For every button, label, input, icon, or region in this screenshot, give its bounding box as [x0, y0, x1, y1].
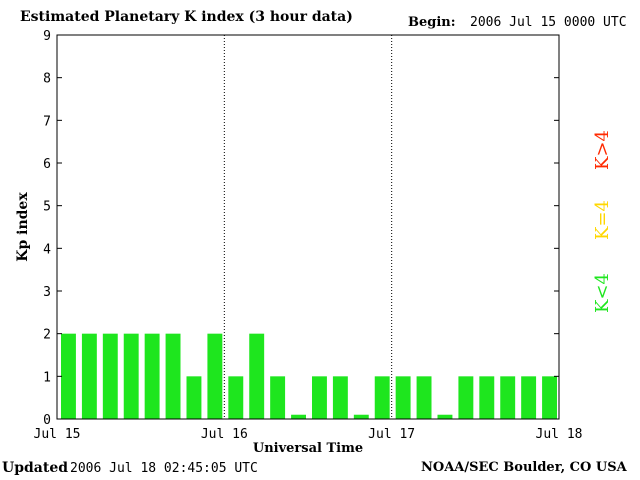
updated-label: Updated [2, 460, 69, 476]
y-tick-label: 0 [43, 413, 51, 428]
kp-bar [228, 376, 244, 419]
y-tick-label: 2 [43, 328, 51, 343]
kp-bar [416, 376, 432, 419]
kp-bar [437, 414, 453, 419]
kp-bar [312, 376, 327, 419]
kp-bar [479, 376, 495, 419]
kp-bar [500, 376, 516, 419]
y-tick-label: 4 [43, 242, 51, 257]
kp-bar [144, 333, 160, 419]
updated-value: 2006 Jul 18 02:45:05 UTC [70, 461, 258, 476]
legend-k-greater-4: K>4 [592, 130, 613, 170]
begin-value: 2006 Jul 15 0000 UTC [470, 15, 627, 30]
x-tick-label: Jul 16 [201, 427, 248, 442]
kp-bar [165, 333, 181, 419]
kp-bar [61, 333, 76, 419]
kp-bar [249, 333, 265, 419]
y-tick-label: 3 [43, 285, 51, 300]
kp-bar [332, 376, 348, 419]
kp-bar [81, 333, 97, 419]
kp-bar [395, 376, 411, 419]
x-tick-label: Jul 17 [368, 427, 415, 442]
begin-label: Begin: [408, 15, 456, 30]
kp-bar [291, 414, 306, 419]
x-axis-label: Universal Time [253, 441, 363, 456]
kp-bar [102, 333, 118, 419]
kp-bar [270, 376, 286, 419]
kp-bar [353, 414, 369, 419]
chart-title: Estimated Planetary K index (3 hour data… [20, 9, 353, 25]
kp-bar [123, 333, 139, 419]
kp-bar [374, 376, 390, 419]
legend-k-equal-4: K=4 [592, 200, 613, 240]
plot-frame [56, 34, 560, 420]
x-axis: Jul 15 Jul 16 Jul 17 Jul 18 [34, 427, 583, 442]
legend-k-less-4: K<4 [592, 273, 613, 313]
y-tick-label: 9 [43, 29, 51, 44]
kp-bar [207, 333, 223, 419]
credit-label: NOAA/SEC Boulder, CO USA [421, 460, 627, 475]
y-tick-label: 6 [43, 157, 51, 172]
kp-bar [521, 376, 537, 419]
x-tick-label: Jul 18 [536, 427, 583, 442]
y-axis: 0 1 2 3 4 5 6 7 8 9 [43, 29, 559, 428]
y-tick-label: 7 [43, 114, 51, 129]
kp-bar [458, 376, 474, 419]
bars-layer [61, 333, 557, 419]
kp-bar [542, 376, 557, 419]
y-axis-label: Kp index [15, 192, 31, 262]
kp-bar [186, 376, 202, 419]
y-tick-label: 8 [43, 72, 51, 87]
day-dividers [223, 35, 393, 419]
y-tick-label: 5 [43, 200, 51, 215]
x-tick-label: Jul 15 [34, 427, 81, 442]
y-tick-label: 1 [43, 370, 51, 385]
